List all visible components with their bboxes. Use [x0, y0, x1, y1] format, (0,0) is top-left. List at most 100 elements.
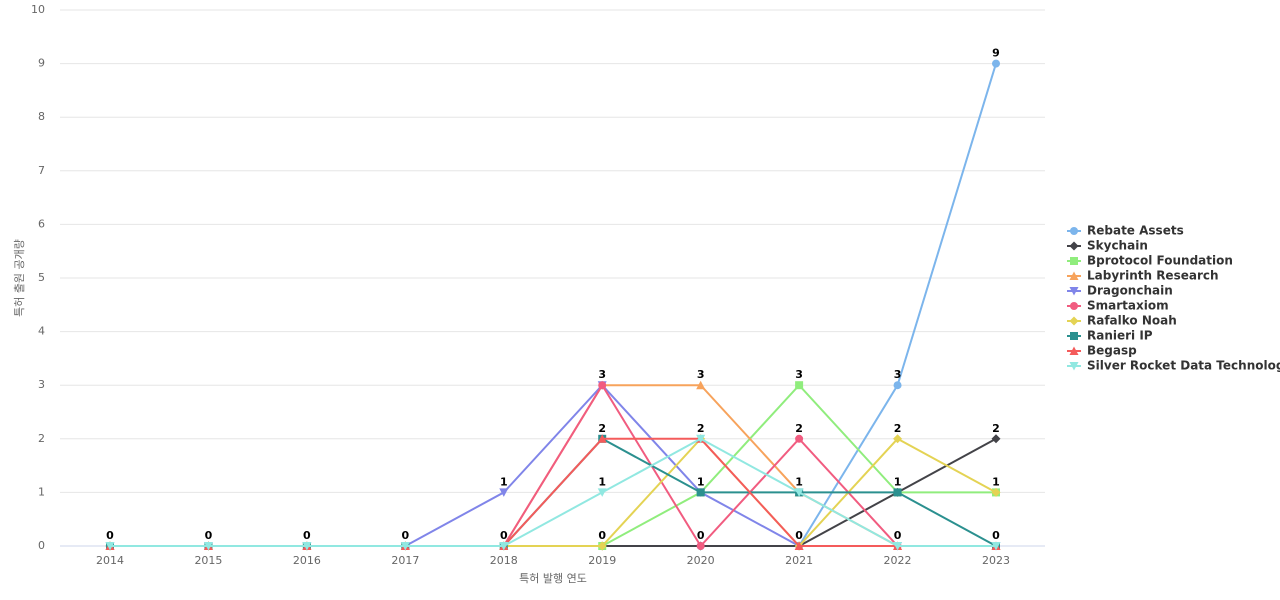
y-tick-label: 7 — [38, 164, 45, 177]
x-tick-label: 2015 — [194, 554, 222, 567]
data-label: 0 — [402, 529, 410, 542]
data-label: 2 — [894, 422, 902, 435]
data-label: 2 — [992, 422, 1000, 435]
point — [794, 541, 804, 550]
data-label: 3 — [697, 368, 705, 381]
legend-label: Skychain — [1087, 239, 1148, 253]
point — [893, 542, 903, 551]
y-tick-label: 0 — [38, 539, 45, 552]
y-tick-label: 8 — [38, 110, 45, 123]
data-label: 0 — [697, 529, 705, 542]
y-tick-label: 1 — [38, 485, 45, 498]
series — [106, 381, 1000, 550]
legend-label: Ranieri IP — [1087, 329, 1153, 343]
point — [499, 488, 509, 497]
x-tick-label: 2017 — [391, 554, 419, 567]
data-label: 1 — [795, 475, 803, 488]
data-label: 1 — [992, 475, 1000, 488]
data-label: 3 — [894, 368, 902, 381]
data-label: 0 — [106, 529, 114, 542]
legend-symbol — [1070, 302, 1078, 310]
legend-symbol — [1070, 257, 1078, 265]
data-label: 1 — [500, 475, 508, 488]
data-label: 1 — [697, 475, 705, 488]
x-tick-label: 2023 — [982, 554, 1010, 567]
series-line — [110, 63, 997, 547]
data-label: 1 — [598, 475, 606, 488]
point — [992, 59, 1000, 68]
data-label: 9 — [992, 47, 1000, 60]
y-tick-label: 9 — [38, 57, 45, 70]
y-tick-label: 6 — [38, 217, 45, 230]
point — [991, 487, 1001, 497]
point — [598, 381, 607, 390]
data-label: 1 — [894, 475, 902, 488]
point — [696, 542, 705, 550]
legend-label: Begasp — [1087, 344, 1137, 358]
data-label: 2 — [697, 422, 705, 435]
legend-symbol — [1069, 316, 1079, 326]
x-tick-label: 2018 — [490, 554, 518, 567]
point — [696, 380, 706, 390]
data-label: 0 — [795, 529, 803, 542]
legend-label: Bprotocol Foundation — [1087, 254, 1233, 268]
point — [991, 434, 1001, 444]
data-label: 0 — [894, 529, 902, 542]
legend-symbol — [1069, 287, 1079, 296]
legend-symbol — [1070, 332, 1078, 340]
x-tick-label: 2014 — [96, 554, 124, 567]
point — [794, 488, 804, 497]
point — [302, 542, 312, 551]
legend-label: Silver Rocket Data Technology — [1087, 359, 1280, 373]
point — [795, 381, 804, 390]
y-tick-label: 2 — [38, 432, 45, 445]
data-label: 0 — [303, 529, 311, 542]
point — [597, 488, 607, 497]
point — [499, 542, 509, 551]
point — [105, 542, 115, 551]
legend-label: Smartaxiom — [1087, 299, 1169, 313]
legend-label: Labyrinth Research — [1087, 269, 1219, 283]
y-axis-title: 특허 출원 공개량 — [13, 239, 26, 317]
legend-symbol — [1069, 346, 1079, 355]
point — [893, 434, 903, 444]
data-label: 0 — [992, 529, 1000, 542]
point — [795, 434, 804, 443]
x-axis-title: 특허 발행 연도 — [519, 572, 587, 585]
x-tick-label: 2020 — [687, 554, 715, 567]
data-label: 0 — [500, 529, 508, 542]
legend-symbol — [1070, 227, 1078, 235]
x-tick-label: 2019 — [588, 554, 616, 567]
legend-label: Dragonchain — [1087, 284, 1173, 298]
legend-symbol — [1069, 362, 1079, 371]
y-tick-label: 5 — [38, 271, 45, 284]
legend-symbol — [1069, 241, 1079, 251]
y-tick-label: 10 — [31, 3, 45, 16]
point — [696, 488, 705, 497]
legend-label: Rafalko Noah — [1087, 314, 1177, 328]
series — [105, 434, 1001, 551]
series-line — [110, 437, 996, 547]
data-label: 3 — [795, 368, 803, 381]
point — [203, 542, 213, 551]
data-label: 2 — [598, 422, 606, 435]
series — [106, 59, 1000, 550]
data-label: 3 — [598, 368, 606, 381]
x-tick-label: 2021 — [785, 554, 813, 567]
point — [597, 541, 607, 551]
point — [696, 434, 706, 444]
point — [893, 381, 902, 390]
point — [991, 542, 1001, 551]
y-tick-label: 3 — [38, 378, 45, 391]
data-label: 2 — [795, 422, 803, 435]
point — [400, 542, 410, 551]
legend-symbol — [1069, 271, 1079, 280]
x-tick-label: 2016 — [293, 554, 321, 567]
point — [893, 488, 902, 497]
point — [597, 434, 607, 443]
data-label: 0 — [205, 529, 213, 542]
legend-label: Rebate Assets — [1087, 224, 1184, 238]
data-label: 0 — [598, 529, 606, 542]
y-tick-label: 4 — [38, 325, 45, 338]
